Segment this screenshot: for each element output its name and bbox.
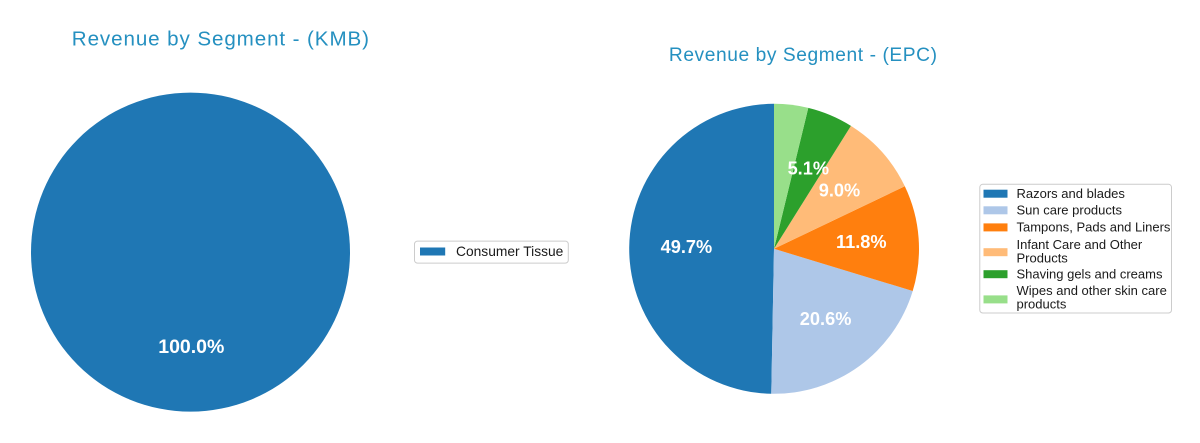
svg-text:5.1%: 5.1% [788, 159, 829, 179]
svg-text:Razors and blades: Razors and blades [1017, 186, 1126, 201]
svg-text:Tampons, Pads and Liners: Tampons, Pads and Liners [1017, 219, 1171, 234]
svg-text:Infant Care and Other: Infant Care and Other [1017, 237, 1143, 252]
svg-text:products: products [1017, 297, 1067, 312]
svg-text:20.6%: 20.6% [800, 309, 852, 329]
svg-text:Revenue by Segment - (KMB): Revenue by Segment - (KMB) [72, 28, 370, 51]
svg-text:Products: Products [1017, 250, 1069, 265]
svg-text:100.0%: 100.0% [158, 336, 224, 358]
svg-text:Sun care products: Sun care products [1017, 203, 1123, 218]
svg-text:Revenue by Segment - (EPC): Revenue by Segment - (EPC) [669, 45, 938, 66]
svg-text:Shaving gels and creams: Shaving gels and creams [1017, 266, 1163, 281]
svg-text:11.8%: 11.8% [836, 232, 887, 252]
svg-text:49.7%: 49.7% [661, 237, 713, 257]
svg-text:9.0%: 9.0% [819, 181, 860, 201]
svg-text:Wipes and other skin care: Wipes and other skin care [1017, 283, 1167, 298]
svg-text:Consumer Tissue: Consumer Tissue [456, 244, 564, 259]
